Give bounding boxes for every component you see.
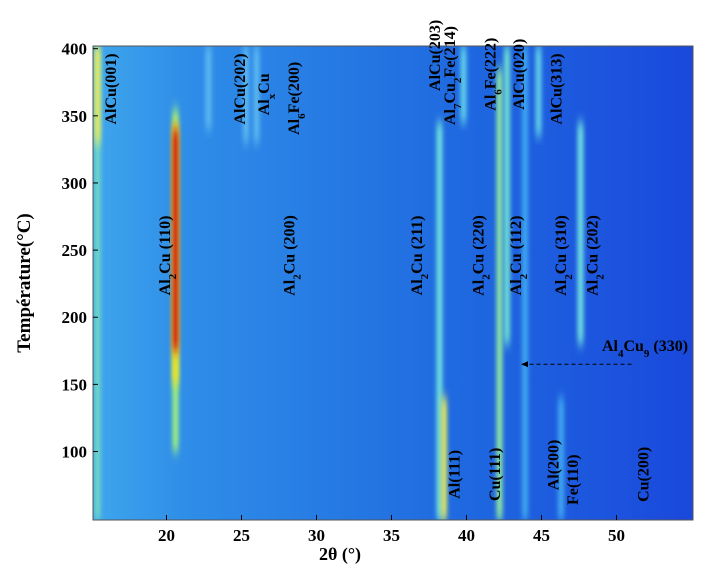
annotation: AlxCu bbox=[256, 73, 278, 115]
peaks bbox=[94, 46, 584, 520]
annotation: Al6Fe(222) bbox=[483, 38, 505, 111]
y-tick-label: 200 bbox=[62, 308, 88, 327]
peak-band bbox=[205, 46, 212, 130]
x-tick-label: 30 bbox=[308, 526, 325, 545]
annotation: Al7Cu2Fe(214) bbox=[442, 26, 464, 125]
annotation: Al(111) bbox=[447, 450, 464, 499]
y-tick-label: 300 bbox=[62, 174, 88, 193]
peak-band bbox=[94, 46, 101, 520]
annotation: AlCu(203) bbox=[427, 20, 444, 91]
annotation: Al2Cu (220) bbox=[471, 215, 493, 296]
annotation: Cu(111) bbox=[487, 448, 504, 501]
peak-band bbox=[496, 68, 503, 520]
x-tick-label: 20 bbox=[158, 526, 175, 545]
annotation: AlCu(020) bbox=[511, 39, 528, 110]
peak-band bbox=[441, 397, 447, 520]
x-tick-label: 25 bbox=[233, 526, 250, 545]
y-tick-label: 400 bbox=[62, 40, 88, 59]
peak-band bbox=[243, 46, 249, 143]
annotation: Cu(200) bbox=[636, 447, 653, 502]
annotation: Al2Cu (110) bbox=[157, 216, 179, 296]
peak-band bbox=[253, 46, 260, 143]
peak-band bbox=[172, 129, 179, 351]
y-tick-label: 150 bbox=[62, 375, 88, 394]
annotation: Al6Fe(200) bbox=[286, 62, 308, 135]
peak-band bbox=[577, 122, 584, 345]
y-tick-label: 350 bbox=[62, 107, 88, 126]
x-tick-label: 40 bbox=[458, 526, 475, 545]
peak-band bbox=[436, 122, 443, 520]
annotation: Al2Cu (200) bbox=[282, 215, 304, 296]
peak-band bbox=[522, 46, 528, 520]
annotation: Fe(110) bbox=[565, 454, 582, 505]
annotation: Al4Cu9 (330) bbox=[602, 338, 688, 360]
plot-frame bbox=[92, 45, 694, 521]
x-tick-label: 35 bbox=[383, 526, 400, 545]
peak-band bbox=[460, 46, 467, 123]
annotation: AlCu(202) bbox=[232, 53, 249, 124]
annotation: Al2Cu (112) bbox=[508, 216, 530, 296]
peak-band bbox=[94, 46, 101, 143]
annotation: AlCu(313) bbox=[549, 53, 566, 124]
annotation: Al2Cu (211) bbox=[409, 216, 431, 296]
y-axis-label: Température(°C) bbox=[14, 213, 35, 353]
y-tick-label: 100 bbox=[62, 443, 88, 462]
x-tick-label: 45 bbox=[533, 526, 550, 545]
annotation: Al2Cu (202) bbox=[585, 215, 607, 296]
annotation: AlCu(001) bbox=[103, 53, 120, 124]
x-tick-label: 50 bbox=[608, 526, 625, 545]
annotation: Al(200) bbox=[546, 440, 563, 491]
peak-band bbox=[535, 46, 542, 136]
annotation: Al2Cu (310) bbox=[553, 215, 575, 296]
axes: 20 25 30 35 40 45 50 100 150 200 250 300 350 400 bbox=[62, 40, 694, 545]
x-axis-label: 2θ (°) bbox=[319, 544, 361, 565]
y-tick-label: 250 bbox=[62, 241, 88, 260]
peak-band bbox=[504, 46, 510, 345]
plot-background bbox=[93, 46, 693, 520]
peak-band bbox=[558, 397, 564, 520]
